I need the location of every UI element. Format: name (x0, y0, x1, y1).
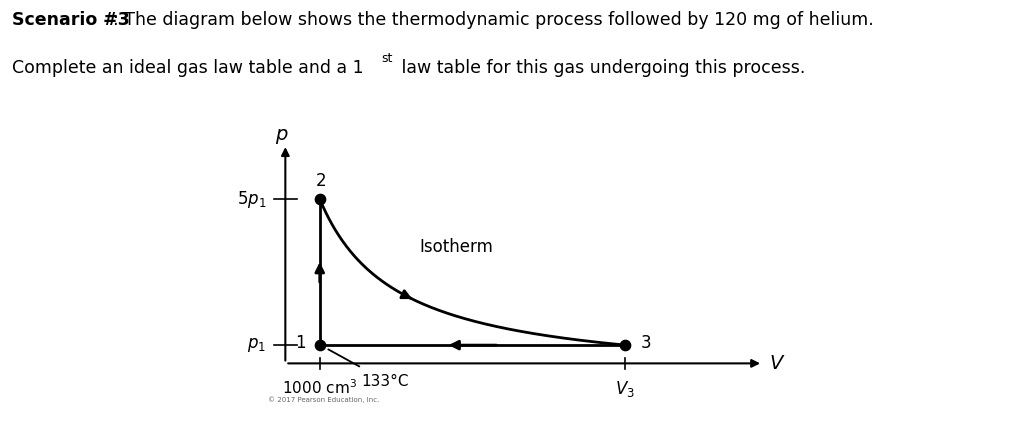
Text: Scenario #3: Scenario #3 (12, 11, 130, 29)
Point (617, 342, 634, 349)
Text: Complete an ideal gas law table and a 1: Complete an ideal gas law table and a 1 (12, 59, 364, 77)
Text: 133°C: 133°C (361, 375, 410, 389)
Text: law table for this gas undergoing this process.: law table for this gas undergoing this p… (396, 59, 806, 77)
Text: V: V (769, 354, 782, 373)
Text: 1: 1 (295, 334, 306, 352)
Text: 3: 3 (641, 334, 651, 352)
Text: Isotherm: Isotherm (419, 237, 493, 255)
Text: $5p_1$: $5p_1$ (237, 188, 266, 209)
Text: st: st (381, 52, 392, 64)
Text: 1000 cm$^3$: 1000 cm$^3$ (283, 379, 357, 397)
Point (311, 196, 328, 203)
Text: $V_3$: $V_3$ (615, 379, 635, 399)
Text: p: p (275, 125, 288, 144)
Text: © 2017 Pearson Education, Inc.: © 2017 Pearson Education, Inc. (268, 396, 380, 403)
Point (311, 342, 328, 349)
Text: $p_1$: $p_1$ (247, 336, 266, 354)
Text: : The diagram below shows the thermodynamic process followed by 120 mg of helium: : The diagram below shows the thermodyna… (113, 11, 873, 29)
Text: 2: 2 (316, 172, 327, 190)
